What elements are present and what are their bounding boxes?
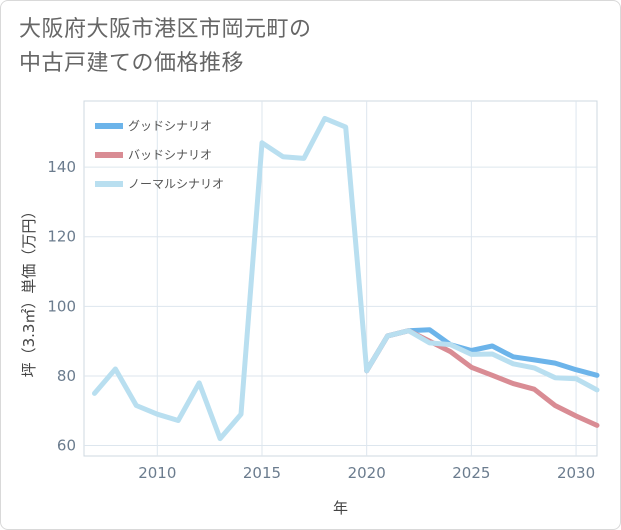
legend-label-3: ノーマルシナリオ: [128, 177, 224, 191]
x-tick-label: 2025: [452, 464, 490, 482]
series-lines: [92, 115, 600, 442]
legend-label-1: グッドシナリオ: [128, 119, 212, 133]
y-tick-label: 140: [47, 158, 76, 176]
x-tick-label: 2020: [348, 464, 386, 482]
axis-ticks: 60 80 100 120 140 2010 2015 2020 2025 2030: [47, 158, 595, 482]
series-line-3: [92, 115, 600, 442]
grid: [83, 100, 598, 457]
plot-frame: [83, 100, 598, 457]
x-tick-label: 2015: [243, 464, 281, 482]
y-axis-label: 坪（3.3㎡）単価（万円）: [20, 204, 38, 378]
y-tick-label: 120: [47, 228, 76, 246]
chart-title: 大阪府大阪市港区市岡元町の 中古戸建ての価格推移: [19, 13, 312, 81]
y-tick-label: 60: [57, 437, 76, 455]
x-tick-label: 2030: [557, 464, 595, 482]
chart-title-line-2: 中古戸建ての価格推移: [19, 51, 245, 76]
x-axis-label: 年: [333, 499, 348, 517]
y-tick-label: 100: [47, 297, 76, 315]
x-tick-label: 2010: [138, 464, 176, 482]
legend-label-2: バッドシナリオ: [128, 148, 212, 162]
y-tick-label: 80: [57, 367, 76, 385]
chart-title-line-1: 大阪府大阪市港区市岡元町の: [19, 17, 312, 42]
